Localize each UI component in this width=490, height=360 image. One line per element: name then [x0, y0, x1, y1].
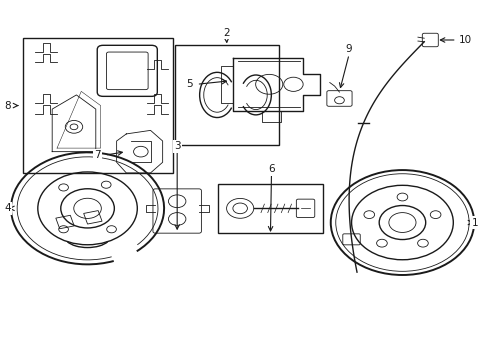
Text: 5: 5 — [186, 79, 193, 89]
Text: 8: 8 — [4, 100, 11, 111]
Text: 4: 4 — [4, 203, 11, 213]
Bar — [219, 184, 322, 233]
Bar — [23, 38, 173, 173]
Text: 10: 10 — [459, 35, 472, 45]
Text: 1: 1 — [472, 217, 478, 228]
Bar — [84, 211, 102, 224]
Text: 9: 9 — [346, 44, 352, 54]
Text: 2: 2 — [223, 28, 230, 38]
Bar — [175, 45, 279, 145]
Text: 7: 7 — [94, 150, 100, 160]
Text: 3: 3 — [174, 141, 180, 151]
Text: 6: 6 — [269, 165, 275, 174]
Bar — [56, 215, 74, 229]
